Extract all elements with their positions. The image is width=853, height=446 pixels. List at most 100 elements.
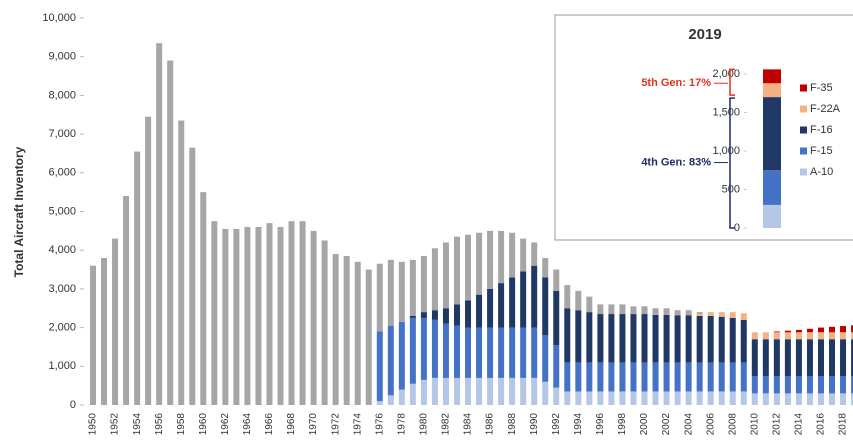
bar-segment [509,378,515,405]
bar-segment [697,314,703,316]
bar-segment [619,304,625,314]
bar-segment [311,231,317,405]
bar-segment [597,362,603,391]
x-tick-label: 2004 [683,413,694,436]
bar-segment [520,239,526,272]
bar-segment [719,312,725,317]
inset: 201905001,0001,5002,000F-35F-22AF-16F-15… [555,15,853,240]
legend-swatch [800,148,807,155]
bar-segment [619,314,625,362]
bar-segment [289,221,295,405]
bar-segment [840,393,846,405]
bar-segment [630,362,636,391]
bar-segment [509,328,515,378]
bar-segment [630,314,636,362]
bar-segment [807,329,813,332]
bar-segment [564,285,570,308]
bar-segment [575,291,581,310]
bar-segment [597,304,603,314]
bar-segment [664,391,670,405]
bar-segment [752,393,758,405]
bar-segment [399,262,405,322]
bar-segment [531,242,537,265]
bar-segment [708,312,714,316]
bar-segment [388,260,394,326]
bar-segment [774,331,780,332]
bar-segment [553,345,559,388]
x-tick-label: 2010 [749,413,760,436]
bar-segment [686,310,692,315]
bar-segment [421,256,427,312]
x-tick-label: 1986 [485,413,496,436]
bar-segment [752,332,758,339]
bar-segment [719,391,725,405]
bar-segment [752,339,758,376]
page: Total Aircraft Inventory 01,0002,0003,00… [0,0,853,446]
x-tick-label: 1998 [617,413,628,436]
inset-frame [555,15,853,240]
bar-segment [796,332,802,339]
legend-swatch [800,85,807,92]
bar-segment [642,306,648,314]
y-tick-label: 8,000 [48,89,76,101]
bar-segment [443,378,449,405]
bar-segment [719,317,725,363]
x-tick-label: 1966 [264,413,275,436]
bar-segment [675,362,681,391]
bar-segment [653,362,659,391]
legend-swatch [800,106,807,113]
bar-segment [443,242,449,308]
bar-segment [476,328,482,378]
bar-segment [531,266,537,328]
x-tick-label: 1952 [110,413,121,436]
bar-segment [818,376,824,393]
bar-segment [222,229,228,405]
x-tick-label: 1982 [441,413,452,436]
bar-segment [487,378,493,405]
bar-segment [730,391,736,405]
bar-segment [686,362,692,391]
x-tick-label: 2014 [794,413,805,436]
bar-segment [432,310,438,320]
bar-segment [366,270,372,405]
y-tick-label: 6,000 [48,167,76,179]
y-tick-label: 0 [70,399,76,411]
legend-label: A-10 [810,166,833,178]
bar-segment [686,315,692,362]
bar-segment [796,393,802,405]
bar-segment [531,378,537,405]
bar-segment [167,61,173,405]
bar-segment [653,315,659,363]
bar-segment [553,388,559,405]
bar-segment [487,231,493,289]
inset-bar-segment [763,69,781,83]
x-tick-label: 1980 [419,413,430,436]
bar-segment [807,393,813,405]
x-tick-label: 1960 [198,413,209,436]
bar-segment [454,378,460,405]
bar-segment [123,196,129,405]
bar-segment [763,332,769,339]
bar-segment [608,391,614,405]
bar-segment [520,271,526,327]
y-tick-label: 5,000 [48,205,76,217]
x-tick-label: 1972 [330,413,341,436]
inset-tick-label: 2,000 [712,68,740,80]
bar-segment [785,331,791,333]
bar-segment [465,235,471,301]
bar-segment [432,248,438,310]
inset-tick-label: 500 [722,183,740,195]
bar-segment [443,324,449,378]
bar-segment [410,318,416,384]
x-tick-label: 1970 [308,413,319,436]
chart: Total Aircraft Inventory 01,0002,0003,00… [0,0,853,446]
legend-label: F-35 [810,82,833,94]
bar-segment [377,401,383,405]
bar-segment [531,328,537,378]
bar-segment [675,310,681,315]
bar-segment [586,362,592,391]
bar-segment [564,391,570,405]
bar-segment [410,260,416,316]
bar-segment [708,391,714,405]
bar-segment [542,335,548,381]
